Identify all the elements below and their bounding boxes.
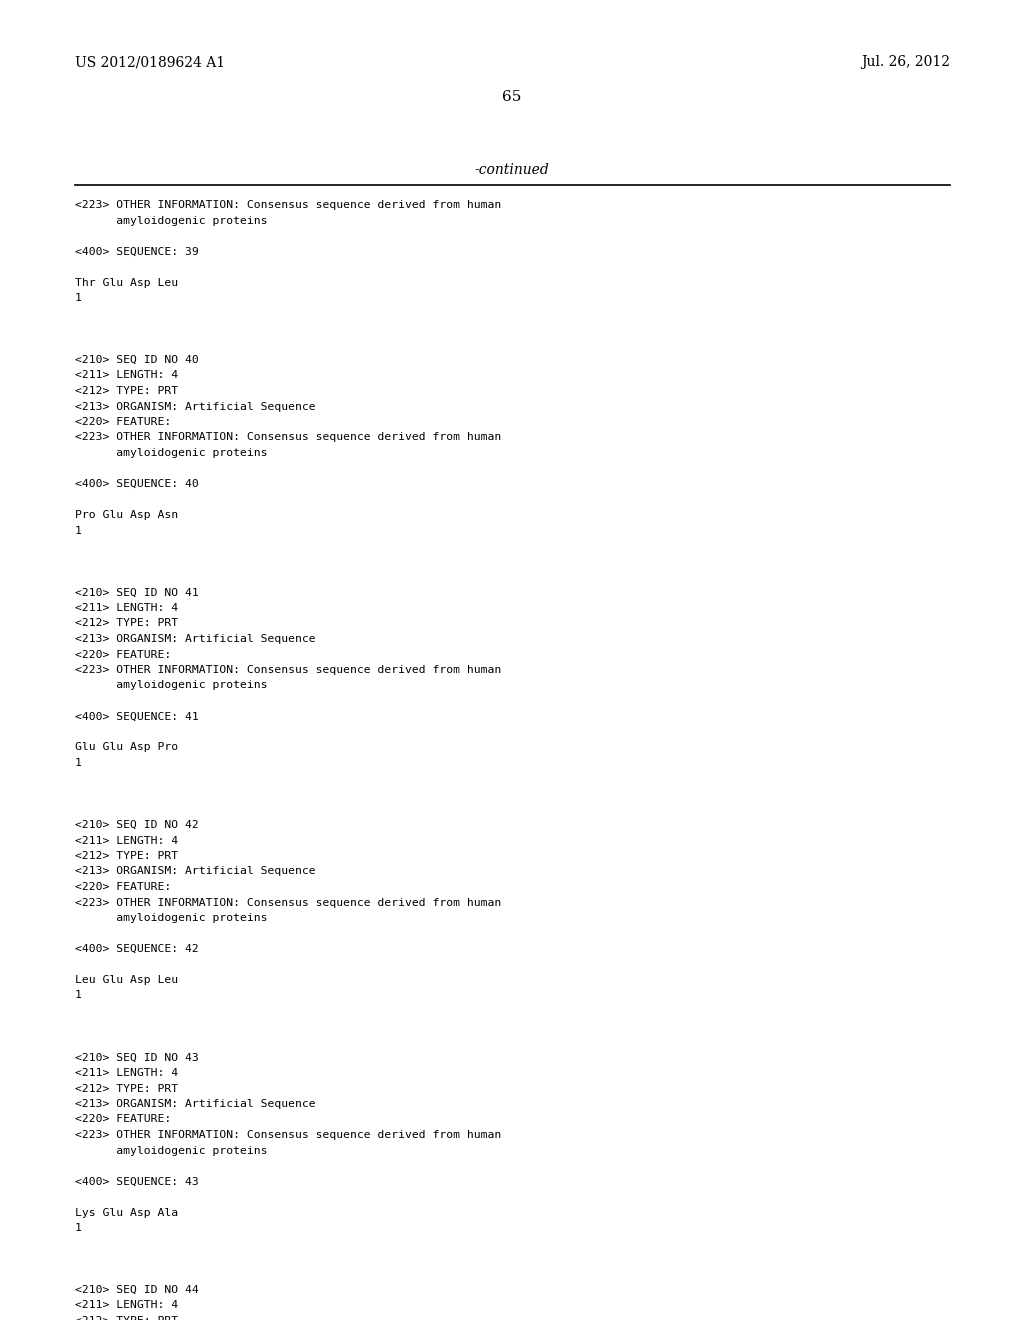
Text: <212> TYPE: PRT: <212> TYPE: PRT [75,619,178,628]
Text: amyloidogenic proteins: amyloidogenic proteins [75,913,267,923]
Text: <210> SEQ ID NO 43: <210> SEQ ID NO 43 [75,1052,199,1063]
Text: <220> FEATURE:: <220> FEATURE: [75,649,171,660]
Text: -continued: -continued [475,162,549,177]
Text: Thr Glu Asp Leu: Thr Glu Asp Leu [75,277,178,288]
Text: <223> OTHER INFORMATION: Consensus sequence derived from human: <223> OTHER INFORMATION: Consensus seque… [75,433,502,442]
Text: <400> SEQUENCE: 41: <400> SEQUENCE: 41 [75,711,199,722]
Text: <210> SEQ ID NO 40: <210> SEQ ID NO 40 [75,355,199,366]
Text: Leu Glu Asp Leu: Leu Glu Asp Leu [75,975,178,985]
Text: <211> LENGTH: 4: <211> LENGTH: 4 [75,836,178,846]
Text: <212> TYPE: PRT: <212> TYPE: PRT [75,1084,178,1093]
Text: amyloidogenic proteins: amyloidogenic proteins [75,447,267,458]
Text: <212> TYPE: PRT: <212> TYPE: PRT [75,1316,178,1320]
Text: <223> OTHER INFORMATION: Consensus sequence derived from human: <223> OTHER INFORMATION: Consensus seque… [75,898,502,908]
Text: 65: 65 [503,90,521,104]
Text: <213> ORGANISM: Artificial Sequence: <213> ORGANISM: Artificial Sequence [75,1100,315,1109]
Text: <400> SEQUENCE: 40: <400> SEQUENCE: 40 [75,479,199,488]
Text: <211> LENGTH: 4: <211> LENGTH: 4 [75,1300,178,1311]
Text: 1: 1 [75,525,82,536]
Text: <400> SEQUENCE: 42: <400> SEQUENCE: 42 [75,944,199,954]
Text: Jul. 26, 2012: Jul. 26, 2012 [861,55,950,69]
Text: <400> SEQUENCE: 43: <400> SEQUENCE: 43 [75,1176,199,1187]
Text: <211> LENGTH: 4: <211> LENGTH: 4 [75,371,178,380]
Text: <213> ORGANISM: Artificial Sequence: <213> ORGANISM: Artificial Sequence [75,401,315,412]
Text: 1: 1 [75,758,82,768]
Text: <213> ORGANISM: Artificial Sequence: <213> ORGANISM: Artificial Sequence [75,634,315,644]
Text: 1: 1 [75,293,82,304]
Text: <223> OTHER INFORMATION: Consensus sequence derived from human: <223> OTHER INFORMATION: Consensus seque… [75,1130,502,1140]
Text: 1: 1 [75,990,82,1001]
Text: amyloidogenic proteins: amyloidogenic proteins [75,215,267,226]
Text: <212> TYPE: PRT: <212> TYPE: PRT [75,851,178,861]
Text: <212> TYPE: PRT: <212> TYPE: PRT [75,385,178,396]
Text: <213> ORGANISM: Artificial Sequence: <213> ORGANISM: Artificial Sequence [75,866,315,876]
Text: <400> SEQUENCE: 39: <400> SEQUENCE: 39 [75,247,199,256]
Text: <210> SEQ ID NO 44: <210> SEQ ID NO 44 [75,1284,199,1295]
Text: <211> LENGTH: 4: <211> LENGTH: 4 [75,1068,178,1078]
Text: Pro Glu Asp Asn: Pro Glu Asp Asn [75,510,178,520]
Text: Glu Glu Asp Pro: Glu Glu Asp Pro [75,742,178,752]
Text: <220> FEATURE:: <220> FEATURE: [75,882,171,892]
Text: <220> FEATURE:: <220> FEATURE: [75,1114,171,1125]
Text: <210> SEQ ID NO 41: <210> SEQ ID NO 41 [75,587,199,598]
Text: Lys Glu Asp Ala: Lys Glu Asp Ala [75,1208,178,1217]
Text: amyloidogenic proteins: amyloidogenic proteins [75,1146,267,1155]
Text: US 2012/0189624 A1: US 2012/0189624 A1 [75,55,225,69]
Text: <211> LENGTH: 4: <211> LENGTH: 4 [75,603,178,612]
Text: <223> OTHER INFORMATION: Consensus sequence derived from human: <223> OTHER INFORMATION: Consensus seque… [75,665,502,675]
Text: <210> SEQ ID NO 42: <210> SEQ ID NO 42 [75,820,199,830]
Text: <223> OTHER INFORMATION: Consensus sequence derived from human: <223> OTHER INFORMATION: Consensus seque… [75,201,502,210]
Text: <220> FEATURE:: <220> FEATURE: [75,417,171,426]
Text: 1: 1 [75,1224,82,1233]
Text: amyloidogenic proteins: amyloidogenic proteins [75,681,267,690]
